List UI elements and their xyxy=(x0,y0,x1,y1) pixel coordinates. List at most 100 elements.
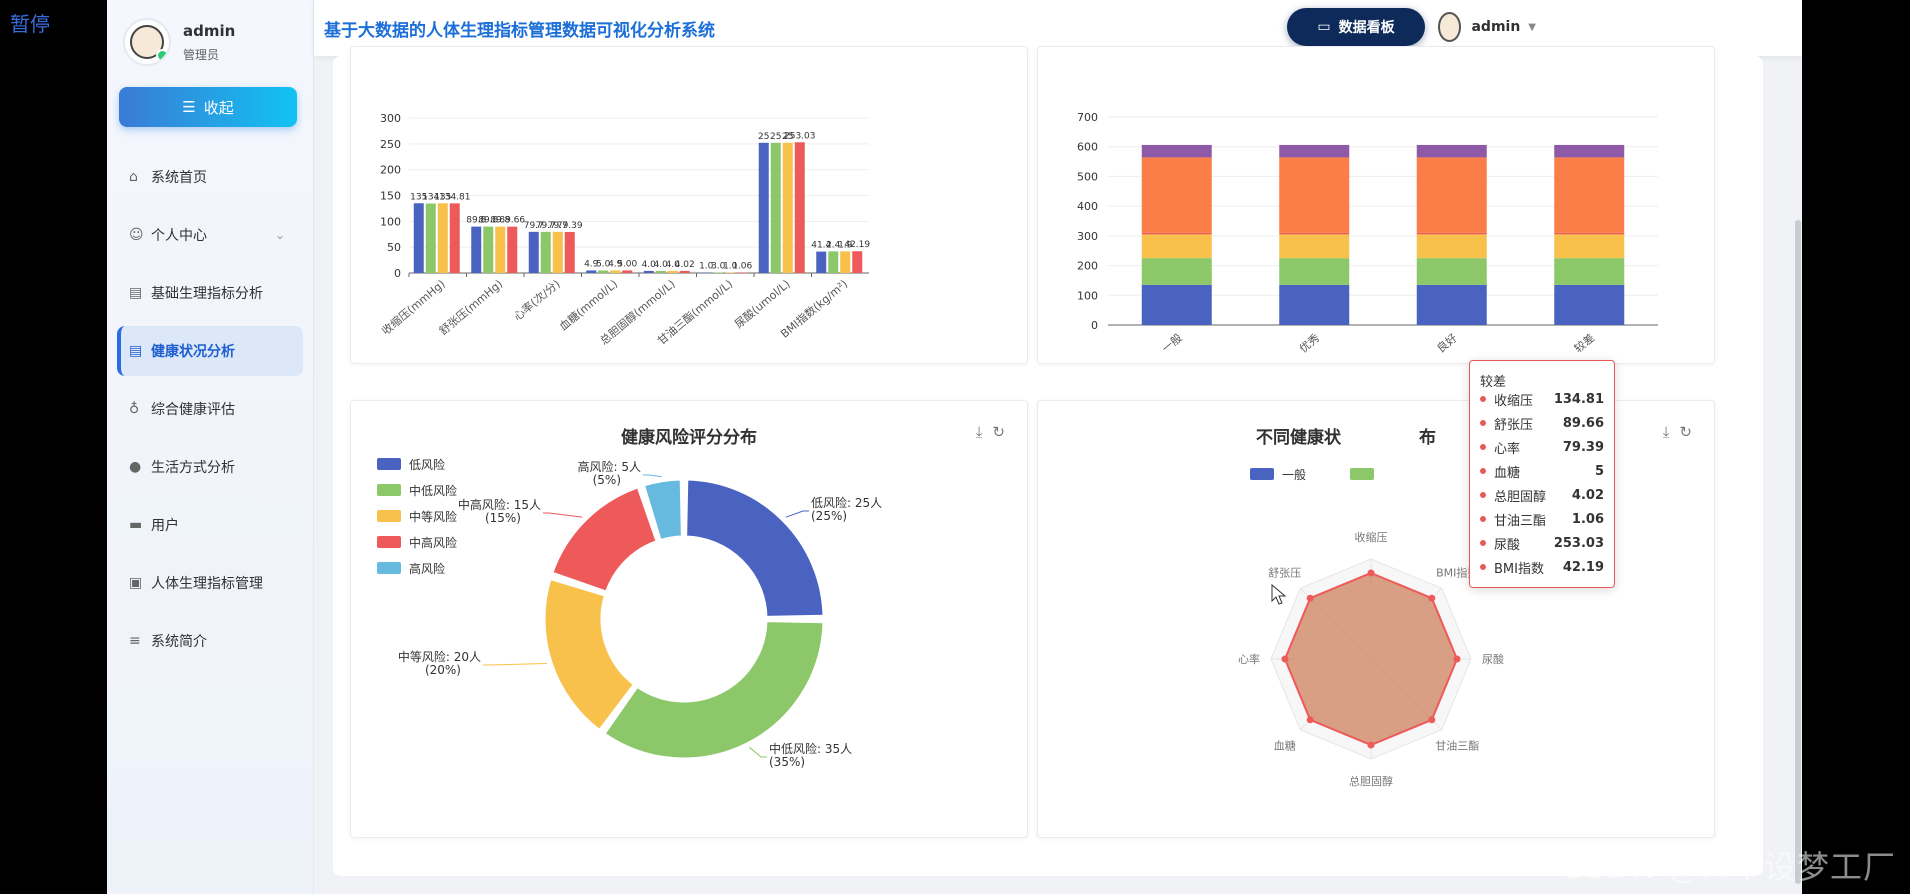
stacked-bar-segment[interactable] xyxy=(1416,234,1487,259)
bar[interactable] xyxy=(528,231,539,273)
donut-chart[interactable]: 低风险: 25人(25%) 中低风险: 35人(35%) 中等风险: 20人(20%… xyxy=(351,401,1027,837)
stacked-bar-segment[interactable] xyxy=(1554,144,1625,158)
stacked-bar-segment[interactable] xyxy=(1554,232,1625,235)
pause-label[interactable]: 暂停 xyxy=(10,12,50,36)
radar-point[interactable] xyxy=(1428,716,1436,724)
refresh-icon[interactable]: ↻ xyxy=(992,423,1005,441)
pie-slice[interactable] xyxy=(601,619,826,761)
bar[interactable] xyxy=(679,270,690,273)
stacked-bar-segment[interactable] xyxy=(1141,284,1212,325)
bar[interactable] xyxy=(413,203,424,273)
radar-point[interactable] xyxy=(1428,594,1436,602)
stacked-bar-segment[interactable] xyxy=(1141,232,1212,235)
bar[interactable] xyxy=(437,203,448,273)
stacked-bar-segment[interactable] xyxy=(1554,258,1625,285)
sidebar-item-1[interactable]: ☺ 个人中心 ⌄ xyxy=(117,210,303,260)
radar-point[interactable] xyxy=(1281,655,1289,663)
legend-item[interactable]: 中高风险 xyxy=(377,529,457,555)
legend-item[interactable]: 高风险 xyxy=(377,555,457,581)
bar[interactable] xyxy=(667,270,678,273)
stacked-bar-segment[interactable] xyxy=(1416,144,1487,158)
sidebar-item-7[interactable]: ▣ 人体生理指标管理 xyxy=(117,558,303,608)
bar[interactable] xyxy=(655,270,666,273)
stacked-bar-segment[interactable] xyxy=(1279,234,1350,259)
legend-item[interactable]: 中低风险 xyxy=(377,477,457,503)
bar[interactable] xyxy=(737,272,748,273)
data-board-button[interactable]: ▭ 数据看板 xyxy=(1287,8,1425,46)
bar[interactable] xyxy=(794,142,805,273)
pie-slice[interactable] xyxy=(542,576,637,733)
stacked-bar-segment[interactable] xyxy=(1141,234,1212,259)
stacked-bar-segment[interactable] xyxy=(1554,157,1625,233)
radar-point[interactable] xyxy=(1453,655,1461,663)
bar[interactable] xyxy=(725,272,736,273)
legend-item[interactable] xyxy=(1350,461,1382,487)
bar[interactable] xyxy=(564,231,575,273)
legend-label: 高风险 xyxy=(409,561,446,576)
bar[interactable] xyxy=(507,226,518,273)
sidebar-item-5[interactable]: ● 生活方式分析 xyxy=(117,442,303,492)
radar-point[interactable] xyxy=(1306,594,1314,602)
top-user-menu[interactable]: admin ▼ xyxy=(1438,10,1536,44)
stacked-bar-segment[interactable] xyxy=(1141,144,1212,158)
legend-item[interactable]: 低风险 xyxy=(377,451,457,477)
bar[interactable] xyxy=(852,251,863,273)
stacked-bar-segment[interactable] xyxy=(1554,234,1625,259)
bar[interactable] xyxy=(770,142,781,273)
sidebar-item-2[interactable]: ▤ 基础生理指标分析 xyxy=(117,268,303,318)
bar[interactable] xyxy=(540,231,551,273)
bar[interactable] xyxy=(586,270,597,273)
bar[interactable] xyxy=(483,226,494,273)
bar[interactable] xyxy=(598,270,609,273)
bar[interactable] xyxy=(782,142,793,273)
stacked-bar-segment[interactable] xyxy=(1416,284,1487,325)
bar[interactable] xyxy=(495,226,506,273)
legend-item[interactable]: 一般 xyxy=(1250,461,1306,487)
radar-point[interactable] xyxy=(1306,716,1314,724)
scrollbar[interactable] xyxy=(1795,220,1801,884)
download-icon[interactable]: ⤓ xyxy=(975,423,983,441)
stacked-bar-segment[interactable] xyxy=(1416,232,1487,235)
bar[interactable] xyxy=(610,270,621,273)
sidebar-item-4[interactable]: ♁ 综合健康评估 xyxy=(117,384,303,434)
pie-slice[interactable] xyxy=(641,477,684,543)
pie-slice[interactable] xyxy=(684,477,826,619)
stacked-bar-segment[interactable] xyxy=(1279,258,1350,285)
bar[interactable] xyxy=(643,270,654,273)
bar[interactable] xyxy=(449,203,460,273)
sidebar-item-8[interactable]: ≡ 系统简介 xyxy=(117,616,303,666)
bar[interactable] xyxy=(471,226,482,273)
avatar[interactable] xyxy=(123,18,171,66)
download-icon[interactable]: ⤓ xyxy=(1662,423,1670,441)
legend-item[interactable]: 中等风险 xyxy=(377,503,457,529)
bar[interactable] xyxy=(552,231,563,273)
stacked-bar-segment[interactable] xyxy=(1416,258,1487,285)
stacked-bar-segment[interactable] xyxy=(1279,232,1350,235)
sidebar-item-3[interactable]: ▤ 健康状况分析 xyxy=(117,326,303,376)
pie-slice[interactable] xyxy=(549,484,660,595)
refresh-icon[interactable]: ↻ xyxy=(1679,423,1692,441)
bar[interactable] xyxy=(425,203,436,273)
stacked-bar-segment[interactable] xyxy=(1279,157,1350,233)
bar[interactable] xyxy=(622,270,633,273)
stacked-bar-segment[interactable] xyxy=(1279,144,1350,158)
bar[interactable] xyxy=(840,251,851,273)
stacked-bar-segment[interactable] xyxy=(1141,157,1212,233)
radar-point[interactable] xyxy=(1367,741,1375,749)
collapse-button[interactable]: ☰ 收起 xyxy=(119,87,297,127)
stacked-bar-segment[interactable] xyxy=(1279,284,1350,325)
bar[interactable] xyxy=(828,251,839,273)
stacked-bar-segment[interactable] xyxy=(1416,157,1487,233)
grouped-bar-chart[interactable]: 050100150200250300135134135134.81收缩压(mmH… xyxy=(351,47,1027,393)
stacked-bar-segment[interactable] xyxy=(1141,258,1212,285)
sidebar-item-6[interactable]: ▬ 用户 xyxy=(117,500,303,550)
radar-point[interactable] xyxy=(1367,569,1375,577)
bar[interactable] xyxy=(701,272,712,273)
stacked-bar-segment[interactable] xyxy=(1554,284,1625,325)
bar[interactable] xyxy=(816,251,827,273)
bar[interactable] xyxy=(758,142,769,273)
bar[interactable] xyxy=(713,272,724,273)
sidebar-item-0[interactable]: ⌂ 系统首页 xyxy=(117,152,303,202)
